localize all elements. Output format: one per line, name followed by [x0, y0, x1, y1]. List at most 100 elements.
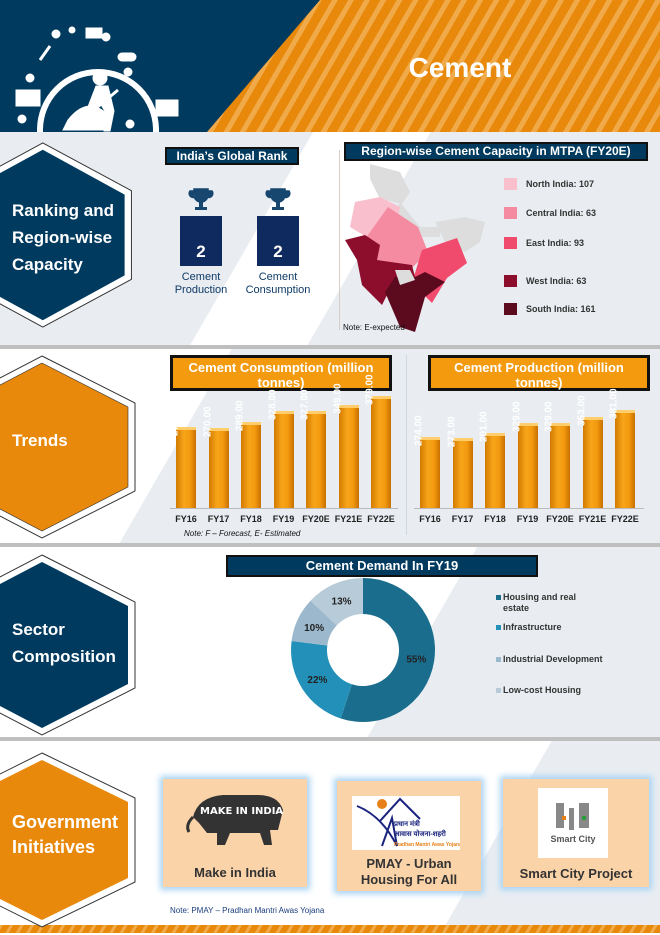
make-in-india-logo-text: MAKE IN INDIA [200, 806, 284, 817]
legend-label: West India: 63 [526, 276, 587, 286]
bar: 328.00 [267, 389, 294, 508]
legend-swatch [504, 237, 517, 249]
x-tick-label: FY20E [302, 514, 330, 524]
x-tick-label: FY17 [207, 514, 230, 524]
bar-data-label: 329.00 [543, 401, 555, 433]
legend-swatch [496, 595, 501, 600]
bar: 329.00 [544, 402, 570, 508]
make-in-india-lion-logo [186, 795, 283, 845]
donut-data-label: 55% [406, 654, 426, 665]
hex-ranking: Ranking and Region-wise Capacity [0, 140, 150, 335]
legend-swatch [504, 178, 517, 190]
hex-composition: Sector Composition [0, 550, 150, 736]
bar-data-label: 381.00 [608, 388, 620, 419]
x-tick-label: FY16 [175, 514, 197, 524]
legend-swatch [496, 625, 501, 630]
card-title: Smart City Project [519, 866, 633, 881]
rank-consumption-value: 2 [257, 216, 299, 266]
bar: 327.00 [300, 390, 326, 508]
construction-worker-icon [15, 26, 179, 132]
section-label: Ranking and Region-wise Capacity [12, 201, 115, 274]
rank-production-label: Cement Production [174, 271, 228, 296]
demand-donut-chart: 55% 22% 10% 13% [291, 578, 435, 722]
x-tick-label: FY18 [240, 514, 262, 524]
bar: 329.00 [511, 402, 538, 508]
svg-text:Smart City: Smart City [550, 834, 595, 844]
bar-data-label: 353.00 [576, 395, 587, 426]
bar-data-label: 274.00 [413, 415, 425, 447]
divider [0, 345, 660, 349]
donut-title: Cement Demand In FY19 [226, 555, 538, 577]
x-tick-label: FY19 [272, 514, 295, 524]
bar: 291.00 [479, 411, 505, 508]
bar-data-label: 289.00 [234, 400, 246, 432]
section-label: Sector Composition [12, 620, 116, 666]
donut-data-label: 13% [332, 596, 352, 607]
x-tick-label: FY16 [419, 514, 441, 524]
map-region-central [363, 207, 428, 272]
bar-data-label: 328.00 [267, 389, 278, 420]
trends-note: Note: F – Forecast, E- Estimated [184, 529, 301, 538]
legend-label: Industrial Development [503, 654, 603, 664]
legend-label: North India: 107 [526, 179, 595, 189]
hex-initiatives: Government Initiatives [0, 745, 150, 928]
hex-trends: Trends [0, 352, 150, 540]
legend-swatch [504, 207, 517, 219]
legend-swatch [504, 275, 517, 287]
bar: 270.00 [202, 406, 229, 508]
bar-data-label: 291.00 [478, 411, 490, 442]
bar-data-label: 327.00 [299, 389, 311, 421]
card-smart-city[interactable]: Smart City Smart City Project [503, 779, 649, 887]
rank-production-value: 2 [180, 216, 222, 266]
initiatives-note: Note: PMAY – Pradhan Mantri Awas Yojana [170, 906, 325, 915]
svg-text:आवास योजना-शहरी: आवास योजना-शहरी [394, 829, 447, 838]
bar-data-label: 273.00 [446, 415, 457, 447]
section-label: Government Initiatives [12, 812, 119, 857]
x-tick-label: FY19 [516, 514, 539, 524]
card-make-in-india[interactable]: MAKE IN INDIA Make in India [163, 779, 307, 887]
x-tick-label: FY21E [334, 514, 363, 524]
section-label: Trends [12, 430, 68, 450]
bar-data-label: 270.00 [202, 406, 213, 438]
map-title: Region-wise Cement Capacity in MTPA (FY2… [344, 142, 648, 161]
legend-swatch [504, 303, 517, 315]
bar: 273.00 [446, 416, 473, 508]
bar-data-label: 329.00 [511, 401, 522, 433]
consumption-chart-title: Cement Consumption (million tonnes) [170, 355, 392, 391]
legend-label: East India: 93 [526, 238, 585, 248]
page-title: Cement [408, 52, 512, 83]
footer-stripe [0, 925, 660, 933]
bar-data-label: 379.00 [364, 374, 376, 405]
legend-label: South India: 161 [526, 304, 596, 314]
trophy-icon [265, 188, 291, 210]
card-title: PMAY - Urban Housing For All [360, 856, 458, 887]
bar-data-label: 349.00 [332, 383, 343, 414]
legend-swatch [496, 657, 501, 662]
x-tick-label: FY18 [484, 514, 506, 524]
bar: 381.00 [609, 388, 635, 508]
divider [339, 150, 340, 330]
x-axis [170, 508, 398, 509]
x-tick-label: FY22E [611, 514, 639, 524]
production-chart-title: Cement Production (million tonnes) [428, 355, 650, 391]
divider [0, 543, 660, 547]
pmay-logo: प्रधान मंत्रीआवास योजना-शहरी Pradhan Mant… [352, 796, 460, 850]
map-note: Note: E-expected [343, 323, 405, 332]
x-tick-label: FY20E [546, 514, 574, 524]
donut-data-label: 10% [304, 623, 324, 634]
donut-slice [340, 578, 435, 722]
donut-slice [291, 600, 337, 646]
bar: 274.00 [414, 416, 440, 508]
donut-slice [310, 578, 363, 626]
svg-text:Pradhan Mantri Awas Yojana-Urb: Pradhan Mantri Awas Yojana-Urban [394, 842, 460, 848]
bar-data-label: 272.00 [169, 405, 181, 437]
divider [0, 737, 660, 741]
card-pmay[interactable]: प्रधान मंत्री आवास योजना-शहरी Pradhan Mant… [337, 781, 481, 891]
smart-city-logo: Smart City [538, 788, 608, 858]
trophy-icon [188, 188, 214, 210]
legend-label: Housing and real estate [503, 592, 577, 613]
rank-consumption-label: Cement Consumption [245, 271, 311, 296]
x-tick-label: FY21E [578, 514, 607, 524]
bar: 289.00 [235, 401, 261, 508]
card-title: Make in India [194, 865, 276, 880]
